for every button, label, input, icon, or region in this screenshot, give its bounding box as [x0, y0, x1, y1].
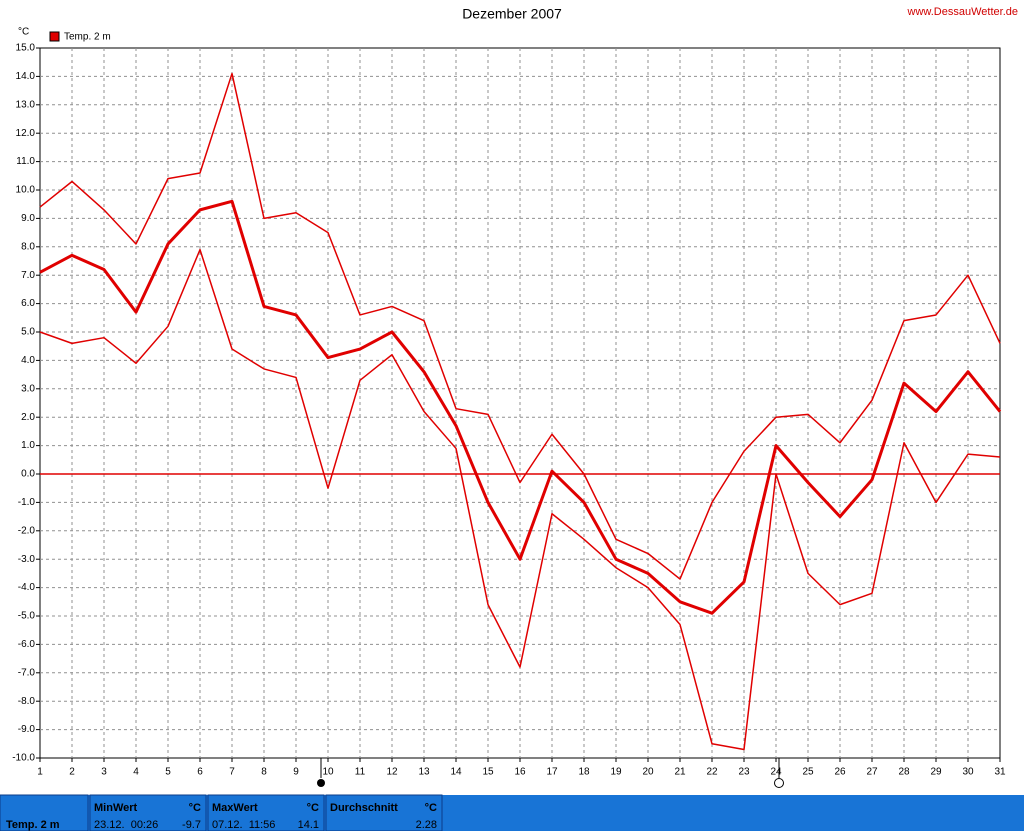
x-tick-label: 6	[197, 767, 203, 778]
x-tick-label: 10	[322, 767, 334, 778]
y-tick-label: 2.0	[21, 412, 35, 423]
summary-time: 07.12. 11:56	[212, 819, 275, 831]
moon-phase-icon	[774, 778, 784, 788]
x-tick-label: 25	[802, 767, 814, 778]
y-tick-label: 7.0	[21, 270, 35, 281]
summary-value: -9.7	[182, 819, 201, 831]
chart-title: Dezember 2007	[462, 6, 562, 22]
y-tick-label: 10.0	[16, 185, 36, 196]
x-tick-label: 31	[994, 767, 1006, 778]
summary-header: Durchschnitt	[330, 802, 398, 814]
x-tick-label: 19	[610, 767, 622, 778]
y-tick-label: 5.0	[21, 327, 35, 338]
x-tick-label: 18	[578, 767, 590, 778]
legend-swatch	[49, 31, 60, 42]
y-tick-label: 13.0	[16, 99, 36, 110]
y-tick-label: -8.0	[18, 696, 36, 707]
source-link[interactable]: www.DessauWetter.de	[907, 6, 1018, 18]
moon-phase-icon	[317, 779, 325, 787]
summary-unit: °C	[425, 802, 437, 814]
x-tick-label: 8	[261, 767, 267, 778]
y-tick-label: -4.0	[18, 582, 36, 593]
summary-row-label: Temp. 2 m	[6, 819, 60, 831]
x-tick-label: 16	[514, 767, 526, 778]
y-tick-label: 0.0	[21, 469, 35, 480]
y-tick-label: 6.0	[21, 298, 35, 309]
legend-label: Temp. 2 m	[64, 32, 111, 43]
y-tick-label: -5.0	[18, 611, 36, 622]
x-tick-label: 4	[133, 767, 139, 778]
x-tick-label: 9	[293, 767, 299, 778]
summary-cell	[325, 794, 443, 831]
summary-unit: °C	[307, 802, 319, 814]
x-tick-label: 7	[229, 767, 235, 778]
y-tick-label: -10.0	[12, 753, 35, 764]
y-tick-label: -3.0	[18, 554, 36, 565]
line-series	[39, 248, 1001, 751]
x-tick-label: 24	[770, 767, 782, 778]
y-tick-label: 15.0	[16, 43, 36, 54]
summary-cell	[89, 794, 207, 831]
x-tick-label: 30	[962, 767, 974, 778]
y-unit: °C	[18, 27, 29, 38]
y-tick-label: 3.0	[21, 383, 35, 394]
x-tick-label: 26	[834, 767, 846, 778]
line-series	[39, 199, 1002, 615]
y-tick-label: 9.0	[21, 213, 35, 224]
summary-value: 2.28	[416, 819, 437, 831]
x-tick-label: 29	[930, 767, 942, 778]
x-tick-label: 1	[37, 767, 43, 778]
y-tick-label: 1.0	[21, 440, 35, 451]
x-tick-label: 2	[69, 767, 75, 778]
summary-header: MinWert	[94, 802, 138, 814]
summary-cell	[0, 794, 89, 831]
y-tick-label: 14.0	[16, 71, 36, 82]
x-tick-label: 27	[866, 767, 878, 778]
x-tick-label: 12	[386, 767, 398, 778]
x-tick-label: 14	[450, 767, 462, 778]
y-tick-label: -1.0	[18, 497, 36, 508]
x-tick-label: 11	[355, 767, 366, 778]
y-tick-label: 11.0	[16, 156, 35, 167]
y-tick-label: 4.0	[21, 355, 35, 366]
summary-value: 14.1	[298, 819, 319, 831]
y-tick-label: 12.0	[16, 128, 36, 139]
x-tick-label: 13	[418, 767, 430, 778]
x-tick-label: 20	[642, 767, 654, 778]
x-tick-label: 5	[165, 767, 171, 778]
x-tick-label: 22	[706, 767, 718, 778]
x-tick-label: 28	[898, 767, 910, 778]
x-tick-label: 23	[738, 767, 750, 778]
summary-cell	[207, 794, 325, 831]
x-tick-label: 15	[482, 767, 494, 778]
x-tick-label: 3	[101, 767, 107, 778]
y-tick-label: -6.0	[18, 639, 36, 650]
y-tick-label: -2.0	[18, 525, 36, 536]
summary-header: MaxWert	[212, 802, 258, 814]
x-tick-label: 21	[674, 767, 686, 778]
x-tick-label: 17	[546, 767, 558, 778]
y-tick-label: -7.0	[18, 667, 36, 678]
summary-time: 23.12. 00:26	[94, 819, 158, 831]
y-tick-label: 8.0	[21, 241, 35, 252]
summary-unit: °C	[189, 802, 201, 814]
line-series	[39, 72, 1001, 580]
y-tick-label: -9.0	[18, 724, 36, 735]
